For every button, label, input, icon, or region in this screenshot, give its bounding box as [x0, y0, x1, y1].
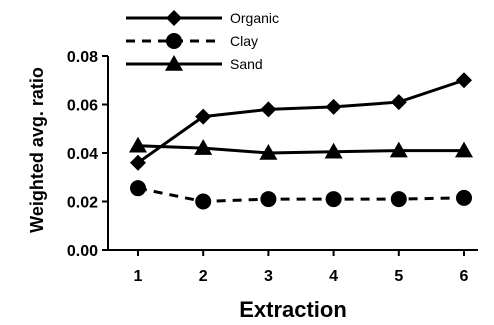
series-clay: [130, 180, 472, 210]
x-axis-label: Extraction: [239, 297, 347, 322]
y-tick-label: 0.02: [67, 195, 98, 212]
data-point-clay: [195, 193, 212, 210]
data-point-sand: [455, 141, 473, 158]
y-ticks: 0.00 0.02 0.04 0.06 0.08: [67, 49, 108, 260]
legend-item-clay: Clay: [126, 33, 258, 49]
data-point-organic: [390, 94, 407, 111]
x-tick-label: 6: [460, 268, 469, 285]
x-ticks: 1 2 3 4 5 6: [134, 250, 469, 285]
x-tick-label: 4: [329, 268, 338, 285]
y-tick-label: 0.06: [67, 98, 98, 115]
data-point-organic: [260, 101, 277, 118]
y-tick-label: 0.04: [67, 146, 98, 163]
series-sand: [129, 136, 473, 160]
data-point-sand: [129, 136, 147, 153]
x-tick-label: 3: [264, 268, 273, 285]
legend-marker-clay: [166, 33, 182, 49]
data-point-clay: [130, 180, 146, 197]
series-line-clay: [137, 186, 465, 204]
legend-item-sand: Sand: [126, 55, 263, 72]
y-tick-label: 0.08: [67, 49, 98, 66]
data-point-sand: [324, 142, 343, 159]
legend-label: Sand: [230, 56, 263, 72]
legend: Organic Clay Sand: [126, 10, 279, 72]
data-point-organic: [130, 154, 146, 171]
legend-marker-sand: [165, 55, 183, 71]
series-line-organic: [137, 78, 465, 164]
data-point-clay: [325, 191, 342, 208]
y-axis-label: Weighted avg. ratio: [27, 67, 47, 233]
data-point-sand: [389, 141, 408, 158]
legend-item-organic: Organic: [126, 10, 279, 26]
legend-marker-organic: [166, 10, 182, 26]
data-point-organic: [325, 98, 342, 115]
series-line-sand: [137, 144, 464, 155]
x-tick-label: 2: [199, 268, 208, 285]
series-layer: [129, 72, 473, 210]
data-point-sand: [194, 139, 213, 155]
data-point-clay: [456, 189, 472, 206]
x-tick-label: 1: [134, 268, 143, 285]
data-point-organic: [456, 72, 472, 89]
x-tick-label: 5: [394, 268, 403, 285]
data-point-sand: [259, 144, 278, 160]
legend-label: Clay: [230, 33, 258, 49]
data-point-clay: [260, 191, 277, 208]
series-organic: [130, 72, 472, 171]
y-tick-label: 0.00: [67, 243, 98, 260]
data-point-organic: [195, 108, 212, 125]
data-point-clay: [390, 191, 407, 208]
legend-label: Organic: [230, 10, 279, 26]
